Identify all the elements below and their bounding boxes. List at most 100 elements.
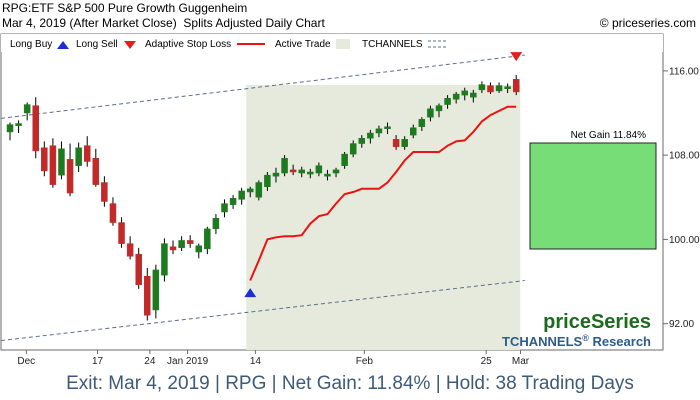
- candle: [32, 97, 39, 159]
- candle-body: [427, 108, 434, 118]
- long-sell-icon: [124, 41, 136, 49]
- candle-body: [204, 228, 211, 250]
- candle-body: [298, 169, 305, 174]
- candle-body: [144, 276, 151, 316]
- candle-body: [367, 132, 374, 139]
- candle-body: [392, 139, 400, 147]
- candle: [375, 125, 383, 138]
- candle: [289, 164, 297, 176]
- candle-body: [255, 182, 263, 198]
- brand-name: priceSeries: [543, 311, 651, 333]
- candle-body: [418, 119, 426, 127]
- x-tick-label: 25: [481, 356, 493, 367]
- y-tick-label: 116.00: [669, 66, 699, 77]
- candle-body: [238, 190, 245, 200]
- candle: [178, 236, 185, 251]
- candle: [349, 140, 357, 158]
- trade-summary-footer: Exit: Mar 4, 2019 | RPG | Net Gain: 11.8…: [0, 370, 700, 400]
- candle-body: [23, 104, 31, 114]
- candle-body: [101, 182, 108, 202]
- active-trade-swatch: [336, 39, 350, 49]
- candle: [452, 91, 460, 104]
- candle-body: [15, 123, 22, 126]
- y-tick-label: 108.00: [669, 151, 700, 162]
- candle: [367, 129, 374, 144]
- candle-body: [384, 126, 391, 130]
- candles-layer: [6, 75, 520, 321]
- candle-body: [470, 92, 477, 98]
- candle: [49, 138, 57, 188]
- candle: [461, 87, 468, 101]
- candle-body: [281, 158, 288, 174]
- candle: [478, 81, 486, 93]
- candle: [410, 124, 417, 139]
- candle: [92, 148, 100, 187]
- candle-body: [410, 127, 417, 136]
- brand-tchannels: TCHANNELS: [502, 334, 582, 349]
- candle: [161, 238, 168, 282]
- y-tick-label: 92.00: [669, 319, 694, 330]
- candle-body: [41, 147, 48, 172]
- candle: [298, 166, 305, 178]
- candle: [392, 135, 400, 150]
- candle-body: [152, 269, 160, 311]
- candle-body: [349, 143, 357, 155]
- brand-research: TCHANNELS® Research: [502, 333, 651, 349]
- y-tick-label: 100.00: [669, 235, 700, 246]
- candle: [126, 236, 134, 260]
- candle-body: [264, 174, 271, 187]
- candle: [101, 176, 108, 207]
- chart-subtitle: Mar 4, 2019 (After Market Close) Splits …: [2, 16, 325, 30]
- candle-body: [92, 158, 100, 185]
- candle-body: [135, 253, 142, 285]
- candle: [281, 155, 288, 177]
- candle-body: [32, 105, 39, 152]
- long-sell-marker: [510, 52, 523, 62]
- candle: [470, 89, 477, 103]
- candle-body: [178, 240, 185, 249]
- candle-body: [49, 145, 57, 185]
- long-buy-icon: [57, 41, 69, 49]
- candle-body: [358, 138, 366, 144]
- candle: [512, 75, 520, 96]
- channel-upper-line: [0, 54, 525, 119]
- candle-body: [6, 124, 14, 133]
- candle: [307, 168, 314, 179]
- x-tick-label: Dec: [17, 356, 35, 367]
- candle-body: [83, 145, 91, 162]
- candle-body: [229, 198, 237, 205]
- candle: [144, 267, 151, 321]
- candle-body: [195, 245, 203, 253]
- candle-body: [75, 147, 82, 166]
- signals-layer: [244, 52, 523, 298]
- candle: [315, 162, 323, 177]
- candle: [23, 102, 31, 121]
- candle: [135, 247, 142, 289]
- candle: [384, 122, 391, 135]
- candle-body: [452, 93, 460, 100]
- legend-stop-loss-label: Adaptive Stop Loss: [145, 39, 231, 50]
- stop-loss-layer: [249, 105, 517, 281]
- candle: [324, 169, 331, 181]
- candle: [332, 167, 340, 178]
- candle-body: [375, 128, 383, 134]
- candle-body: [272, 172, 280, 177]
- legend-bg: [1, 34, 663, 52]
- candle: [204, 226, 211, 255]
- brand-reg: ®: [582, 333, 589, 343]
- channel-lower-line: [0, 280, 525, 342]
- candle-body: [169, 246, 177, 251]
- candle-body: [186, 240, 194, 244]
- x-tick-label: Jan 2019: [167, 356, 209, 367]
- x-tick-label: 17: [92, 356, 104, 367]
- candle: [212, 214, 220, 235]
- legend-active-trade-label: Active Trade: [275, 39, 331, 50]
- candle: [109, 197, 117, 226]
- candle: [238, 187, 245, 205]
- candle: [487, 82, 494, 95]
- candle-body: [324, 173, 331, 177]
- y-axis: 92.00 100.00 108.00 116.00: [663, 66, 700, 330]
- candle: [15, 120, 22, 134]
- candle: [186, 235, 194, 248]
- chart-title: RPG:ETF S&P 500 Pure Growth Guggenheim: [2, 1, 248, 15]
